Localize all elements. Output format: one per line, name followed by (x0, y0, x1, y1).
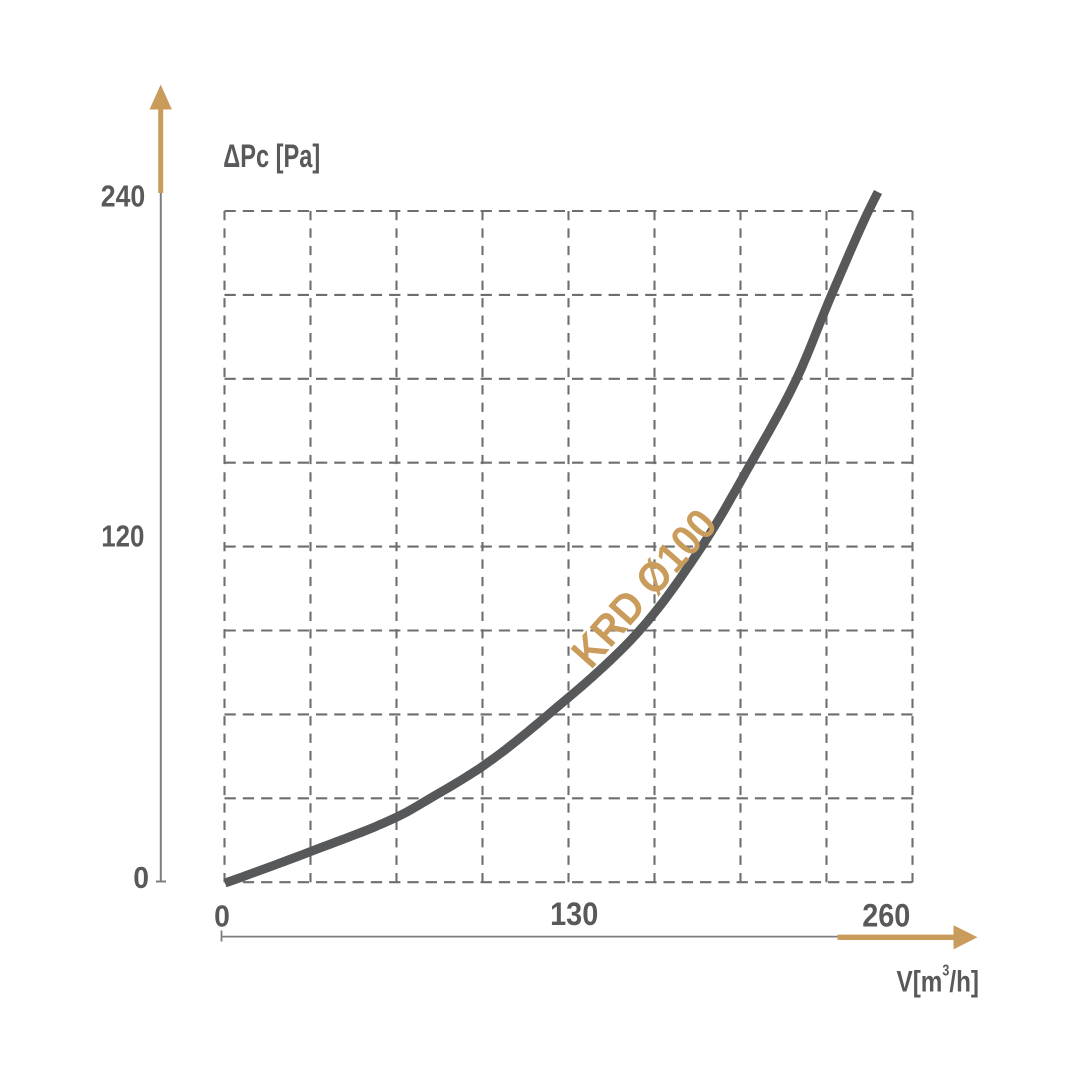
svg-text:ΔPc [Pa]: ΔPc [Pa] (223, 139, 320, 176)
svg-text:130: 130 (550, 896, 598, 932)
svg-text:0: 0 (214, 899, 230, 933)
svg-text:0: 0 (133, 861, 149, 895)
svg-text:V[m3/h]: V[m3/h] (897, 961, 980, 998)
svg-text:120: 120 (101, 520, 144, 555)
svg-text:240: 240 (101, 180, 145, 214)
svg-text:260: 260 (862, 898, 910, 934)
